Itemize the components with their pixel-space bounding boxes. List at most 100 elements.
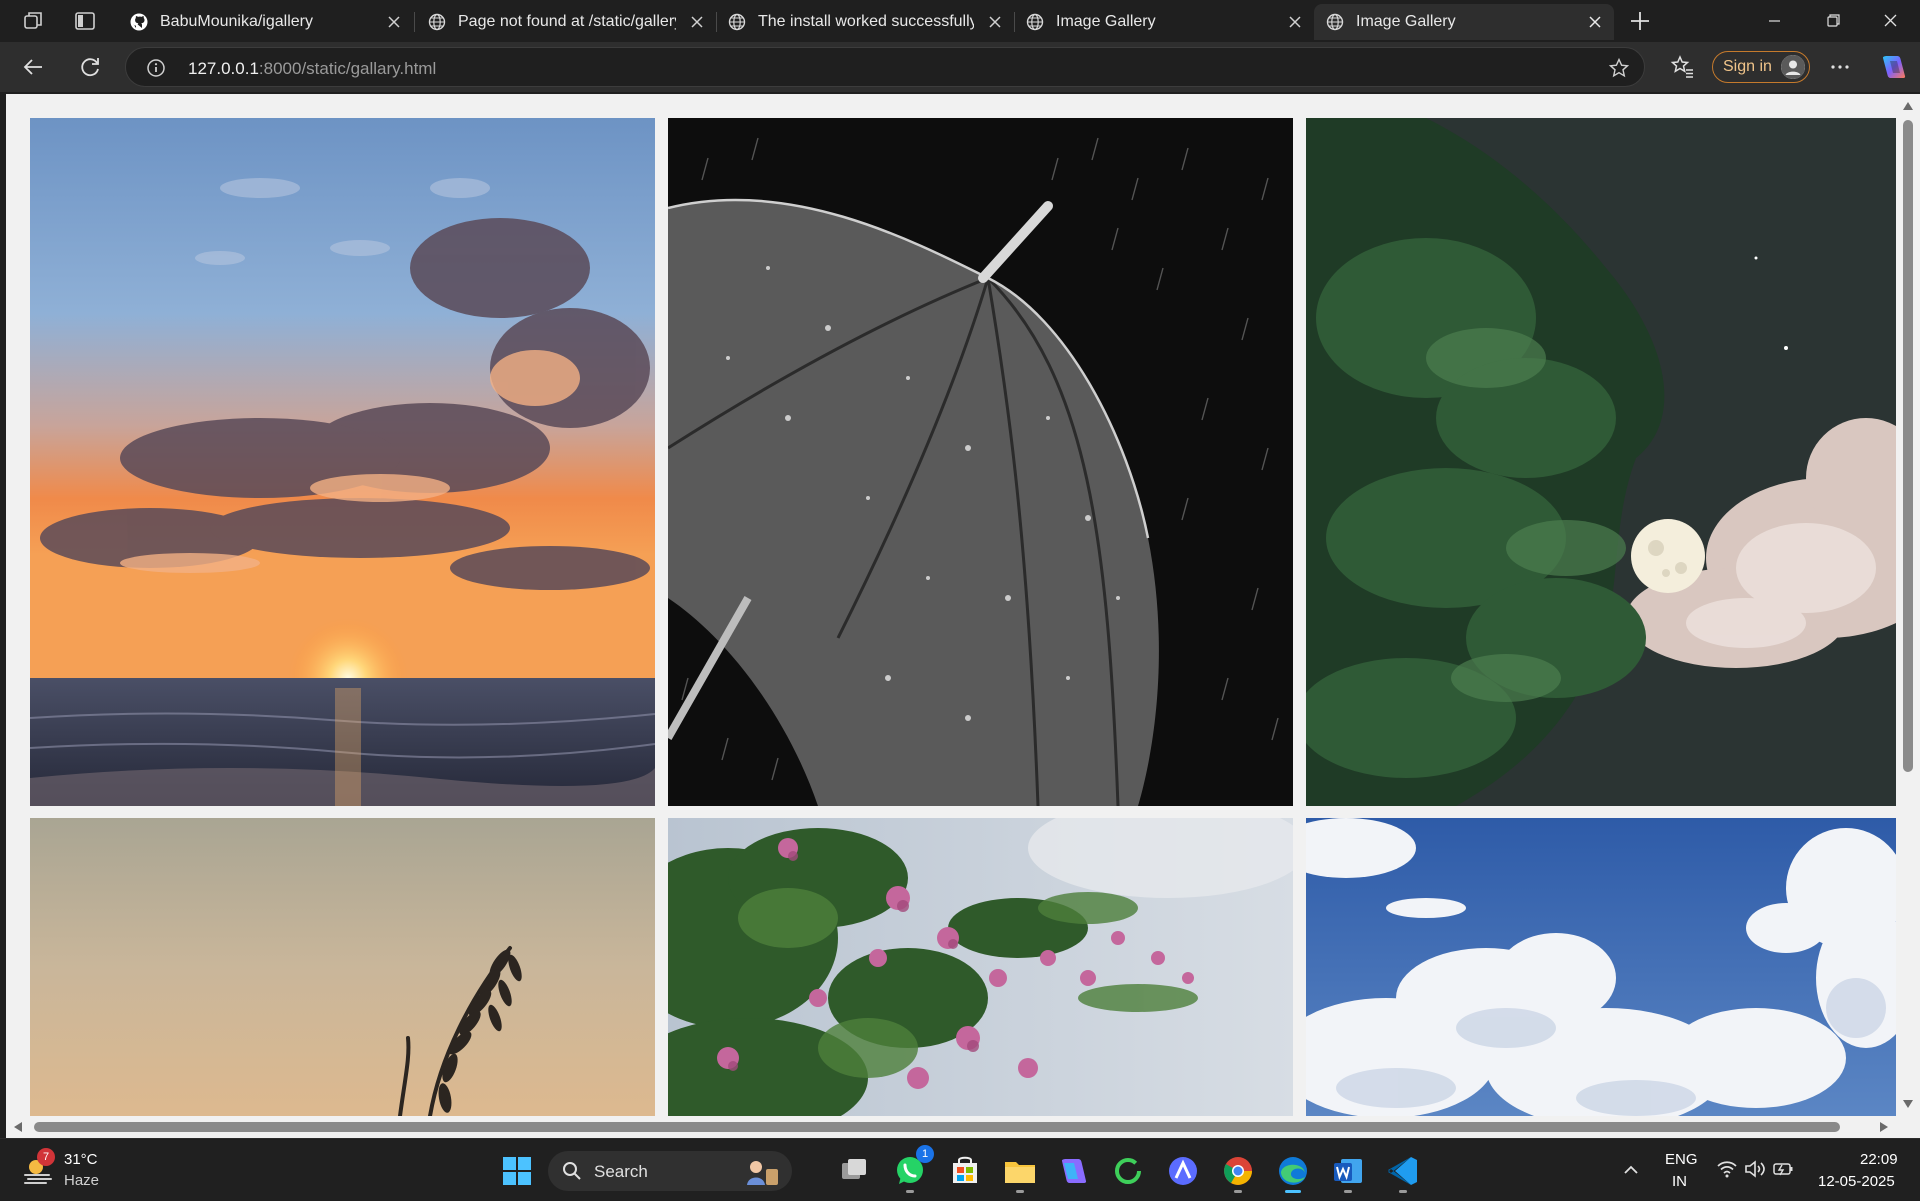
photo-moon [1306,118,1896,806]
microsoft-store-icon [953,1156,977,1183]
taskbar-app-ring[interactable] [1108,1151,1148,1191]
edge-icon [1279,1157,1307,1185]
tab-title: Page not found at /static/gallery.h [458,13,676,30]
taskbar-edge[interactable] [1273,1151,1313,1193]
url-host: 127.0.0.1 [188,59,259,78]
back-icon[interactable] [20,53,48,81]
weather-temperature: 31°C [64,1151,98,1168]
scroll-right-icon[interactable] [1880,1122,1888,1132]
running-indicator [1399,1190,1407,1193]
wifi-icon[interactable] [1716,1159,1738,1179]
close-tab-icon[interactable] [1588,15,1602,29]
weather-widget[interactable]: 7 31°C Haze [18,1139,108,1201]
restore-icon[interactable] [1811,4,1855,38]
photo-sunset [30,118,655,806]
taskbar-app-proton[interactable] [1163,1151,1203,1191]
refresh-icon[interactable] [76,53,104,81]
browser-toolbar: 127.0.0.1:8000/static/gallary.html Sign … [0,42,1920,92]
tab-image-gallery[interactable]: Image Gallery [1014,4,1314,40]
close-tab-icon[interactable] [988,15,1002,29]
search-highlight-icon [747,1161,778,1185]
close-tab-icon[interactable] [690,15,704,29]
gallery-image-grass[interactable] [30,818,655,1116]
tab-title: The install worked successfully! Co [758,13,974,30]
copilot-icon[interactable] [1879,52,1909,82]
clock-time[interactable]: 22:09 [1860,1151,1898,1168]
whatsapp-icon [897,1157,923,1184]
scroll-corner [1896,1116,1920,1138]
photo-grass [30,818,655,1116]
close-window-icon[interactable] [1868,4,1912,38]
volume-icon[interactable] [1744,1159,1766,1179]
tab-separator [716,12,717,32]
gallery-image-sunset[interactable] [30,118,655,806]
search-icon [563,1162,581,1180]
tab-title: Image Gallery [1056,13,1156,30]
sign-in-button[interactable]: Sign in [1712,51,1810,83]
copilot-icon [1061,1159,1087,1183]
whatsapp-badge: 1 [916,1145,934,1163]
page-viewport[interactable] [6,94,1896,1116]
address-bar[interactable]: 127.0.0.1:8000/static/gallary.html [125,47,1645,87]
vertical-scroll-thumb[interactable] [1903,120,1913,772]
tab-title: Image Gallery [1356,13,1456,30]
taskbar-whatsapp[interactable]: 1 [890,1145,934,1193]
close-tab-icon[interactable] [1288,15,1302,29]
tab-actions-icon[interactable] [72,8,98,34]
gallery-image-moon[interactable] [1306,118,1896,806]
taskbar-copilot[interactable] [1054,1151,1094,1191]
task-view-icon [842,1159,866,1179]
tab-separator [414,12,415,32]
github-icon [130,13,148,31]
globe-icon [728,13,746,31]
site-info-icon[interactable] [146,58,166,78]
taskbar-store[interactable] [945,1151,985,1191]
workspaces-icon[interactable] [20,8,46,34]
globe-icon [428,13,446,31]
taskbar-search-box[interactable]: Search [548,1151,792,1191]
running-indicator [1016,1190,1024,1193]
browser-tab-strip: BabuMounika/igallery Page not found at /… [0,0,1920,42]
search-label: Search [594,1162,648,1181]
input-language[interactable]: ENG [1665,1151,1698,1168]
battery-icon[interactable] [1772,1159,1794,1179]
taskbar-chrome[interactable] [1218,1151,1258,1193]
tab-github[interactable]: BabuMounika/igallery [118,4,413,40]
scroll-left-icon[interactable] [14,1122,22,1132]
minimize-icon[interactable] [1752,4,1796,38]
running-indicator [1234,1190,1242,1193]
favorite-star-icon[interactable] [1608,57,1630,79]
windows-taskbar: 7 31°C Haze Search 1 [0,1138,1920,1200]
tab-install-worked[interactable]: The install worked successfully! Co [716,4,1014,40]
close-tab-icon[interactable] [387,15,401,29]
new-tab-icon[interactable] [1627,8,1653,34]
vertical-scrollbar[interactable] [1896,94,1920,1116]
taskbar-vscode[interactable] [1383,1151,1423,1193]
url-path: :8000/static/gallary.html [258,59,437,78]
tab-page-not-found[interactable]: Page not found at /static/gallery.h [416,4,716,40]
photo-umbrella [668,118,1293,806]
taskbar-word[interactable] [1328,1151,1368,1193]
triangle-app-icon [1169,1157,1197,1185]
scroll-down-icon[interactable] [1903,1100,1913,1108]
avatar [1781,55,1805,79]
taskbar-file-explorer[interactable] [1000,1151,1040,1193]
clock-date[interactable]: 12-05-2025 [1818,1173,1895,1190]
show-hidden-icons-icon[interactable] [1622,1161,1640,1179]
refresh-ring-icon [1115,1158,1141,1184]
task-view-button[interactable] [834,1151,874,1191]
gallery-image-clouds[interactable] [1306,818,1896,1116]
horizontal-scroll-thumb[interactable] [34,1122,1840,1132]
scroll-up-icon[interactable] [1903,102,1913,110]
favorites-icon[interactable] [1668,53,1696,81]
running-indicator [1344,1190,1352,1193]
gallery-image-flowers[interactable] [668,818,1293,1116]
gallery-image-umbrella[interactable] [668,118,1293,806]
tab-image-gallery-active[interactable]: Image Gallery [1314,4,1614,40]
horizontal-scrollbar[interactable] [6,1116,1896,1138]
tab-separator [1014,12,1015,32]
input-region: IN [1672,1173,1687,1190]
chrome-icon [1224,1157,1252,1185]
more-options-icon[interactable] [1826,53,1854,81]
windows-start-icon[interactable] [497,1151,537,1191]
